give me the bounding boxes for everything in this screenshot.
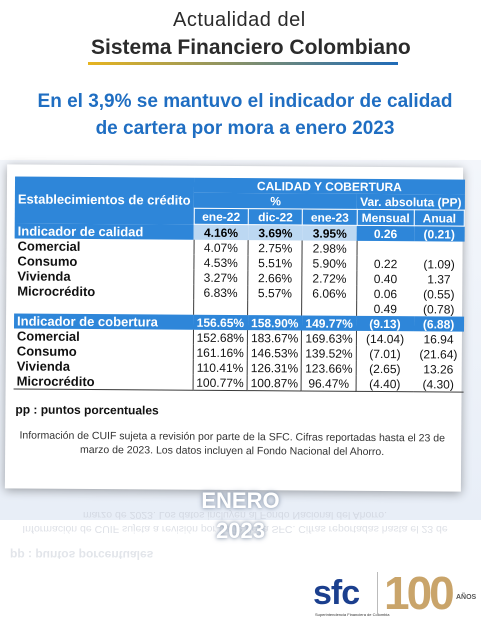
row-label: Consumo — [16, 343, 77, 359]
var-header: Var. absoluta (PP) — [357, 193, 465, 211]
col-anual: Anual — [414, 209, 465, 227]
cell: 158.90% — [247, 315, 303, 331]
coverage-label: Indicador de cobertura — [16, 313, 158, 330]
cell: 100.87% — [247, 375, 302, 391]
cell: 2.75% — [248, 240, 303, 256]
cell: 2.66% — [247, 270, 303, 286]
table-row: Microcrédito 6.83% 5.57% 6.06% 0.06 (0.5… — [14, 283, 464, 301]
cell: 0.22 — [373, 256, 398, 271]
cell: 152.68% — [193, 329, 248, 346]
cell: 0.06 — [373, 286, 398, 301]
cell: (14.04) — [366, 331, 405, 346]
cell: 96.47% — [301, 375, 356, 392]
col-mensual: Mensual — [357, 209, 415, 226]
cell: 126.31% — [247, 360, 302, 376]
logo-divider — [377, 572, 378, 616]
cell: 156.65% — [193, 314, 248, 331]
quality-label: Indicador de calidad — [17, 223, 144, 240]
cell: 5.57% — [247, 285, 303, 301]
cell: 3.69% — [248, 224, 303, 241]
cell: 2.98% — [302, 240, 357, 256]
col-ene23: ene-23 — [302, 208, 358, 226]
col-ene22: ene-22 — [193, 208, 249, 225]
cell: 149.77% — [301, 315, 357, 331]
cell: 169.63% — [301, 330, 357, 346]
col-header-establishments: Establecimientos de crédito — [14, 176, 195, 225]
row-label: Comercial — [16, 328, 80, 344]
cell: 2.72% — [302, 270, 357, 286]
col-dic22: dic-22 — [248, 208, 303, 225]
header-line1: Actualidad del — [173, 9, 306, 31]
row-label: Vivienda — [17, 268, 71, 284]
100-years-anos: AÑOS — [456, 594, 477, 601]
cell: 4.07% — [193, 239, 249, 256]
cell: 3.27% — [193, 269, 248, 286]
headline-line2: de cartera por mora a enero 2023 — [95, 118, 395, 139]
header-line2: Sistema Financiero Colombiano — [91, 36, 411, 59]
cell: 110.41% — [192, 359, 248, 376]
row-label — [14, 298, 193, 314]
cell: (9.13) — [356, 315, 414, 332]
coverage-summary-row: Indicador de cobertura 156.65% 158.90% 1… — [13, 313, 464, 332]
cell: 146.53% — [247, 345, 302, 361]
cell: 123.66% — [301, 360, 357, 376]
cell: 139.52% — [301, 345, 357, 361]
row-label: Microcrédito — [13, 373, 193, 391]
cell — [414, 241, 464, 256]
row-label: Microcrédito — [17, 283, 96, 300]
cell — [193, 299, 248, 316]
period-year: 2023 — [216, 518, 265, 543]
header-rule — [88, 62, 398, 65]
pct-header: % — [194, 192, 358, 210]
row-label: Vivienda — [16, 358, 71, 374]
cell: 6.83% — [193, 284, 248, 301]
source-note: Información de CUIF sujeta a revisión po… — [19, 429, 446, 459]
cell: 100.77% — [192, 374, 248, 391]
sfc-logo-subtitle: Superintendencia Financiera de Colombia — [315, 612, 390, 617]
cell: (2.65) — [369, 361, 401, 376]
page-header: Actualidad del Sistema Financiero Colomb… — [0, 0, 481, 120]
sfc-logo: sfc — [313, 574, 360, 612]
table-row: Microcrédito 100.77% 100.87% 96.47% (4.4… — [13, 373, 464, 393]
cell: 4.16% — [193, 224, 249, 241]
100-years-logo: 100 — [384, 567, 455, 619]
row-label: Comercial — [17, 238, 81, 254]
cell: (0.78) — [423, 301, 455, 317]
headline-line1: En el 3,9% se mantuvo el indicador de ca… — [37, 91, 453, 112]
cell: (1.09) — [423, 256, 455, 272]
cell: 5.90% — [302, 255, 357, 271]
cell: (6.88) — [413, 316, 464, 332]
cell: 1.37 — [427, 271, 451, 287]
cell: 0.26 — [356, 225, 415, 242]
cell — [302, 300, 357, 316]
footnote-pp: pp : puntos porcentuales — [15, 402, 159, 418]
cell — [357, 241, 414, 256]
quality-coverage-table: Establecimientos de crédito CALIDAD Y CO… — [13, 176, 466, 393]
cell: 161.16% — [192, 344, 248, 361]
cell: 6.06% — [302, 285, 357, 301]
cell: 16.94 — [423, 331, 454, 347]
cell: (4.30) — [413, 376, 464, 393]
cell — [247, 300, 303, 316]
cell: (7.01) — [369, 346, 401, 361]
cell: (21.64) — [419, 346, 458, 362]
row-label: Consumo — [17, 253, 78, 269]
cell: 0.49 — [373, 301, 398, 316]
period-label: ENERO 2023 — [0, 486, 481, 546]
period-month: ENERO — [201, 488, 280, 513]
cell: 0.40 — [373, 271, 398, 286]
headline: En el 3,9% se mantuvo el indicador de ca… — [20, 88, 470, 142]
cell: (4.40) — [355, 375, 414, 392]
cell: 183.67% — [247, 330, 302, 346]
cell: (0.21) — [414, 225, 465, 242]
cell: 13.26 — [423, 361, 454, 377]
table-card: Establecimientos de crédito CALIDAD Y CO… — [4, 164, 466, 492]
cell: 5.51% — [247, 255, 303, 271]
cell: (0.55) — [423, 286, 455, 302]
reflection-footnote: pp : puntos porcentuales — [10, 548, 154, 562]
cell: 4.53% — [193, 254, 249, 271]
cell: 3.95% — [302, 224, 358, 241]
